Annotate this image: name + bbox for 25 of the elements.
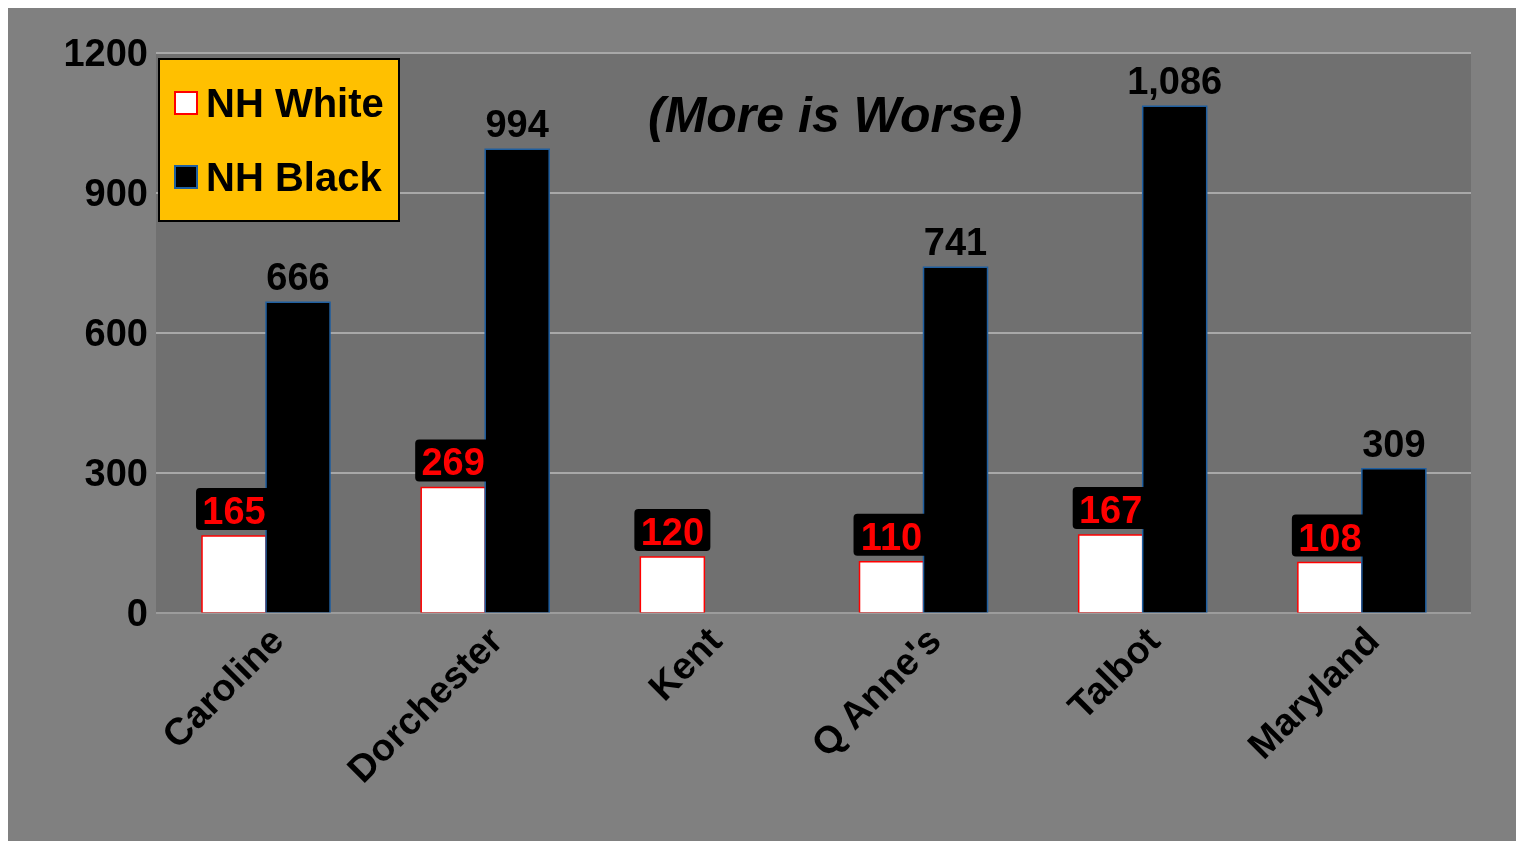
bar bbox=[639, 556, 706, 613]
legend-label: NH Black bbox=[206, 154, 382, 201]
data-label: 110 bbox=[860, 515, 923, 558]
data-label: 120 bbox=[640, 511, 705, 553]
bar bbox=[420, 486, 486, 613]
bar bbox=[201, 535, 267, 613]
data-label: 994 bbox=[485, 103, 549, 146]
y-tick-label: 300 bbox=[84, 452, 148, 495]
y-tick-label: 600 bbox=[84, 312, 148, 355]
data-label: 309 bbox=[1362, 422, 1426, 465]
data-label: 269 bbox=[421, 441, 485, 484]
bar bbox=[1297, 561, 1363, 613]
data-label: 165 bbox=[202, 490, 266, 532]
data-label: 741 bbox=[923, 221, 988, 264]
data-label: 108 bbox=[1298, 516, 1362, 559]
y-tick-label: 0 bbox=[126, 592, 148, 635]
data-label: 1,086 bbox=[1127, 60, 1223, 103]
bar bbox=[858, 560, 925, 613]
legend-label: NH White bbox=[206, 80, 384, 127]
y-tick-label: 900 bbox=[84, 172, 148, 215]
annotation: (More is Worse) bbox=[648, 86, 1023, 144]
data-label: 167 bbox=[1078, 489, 1143, 532]
data-label: 666 bbox=[266, 256, 330, 299]
y-tick-label: 1200 bbox=[63, 32, 148, 75]
bar bbox=[1077, 534, 1144, 613]
